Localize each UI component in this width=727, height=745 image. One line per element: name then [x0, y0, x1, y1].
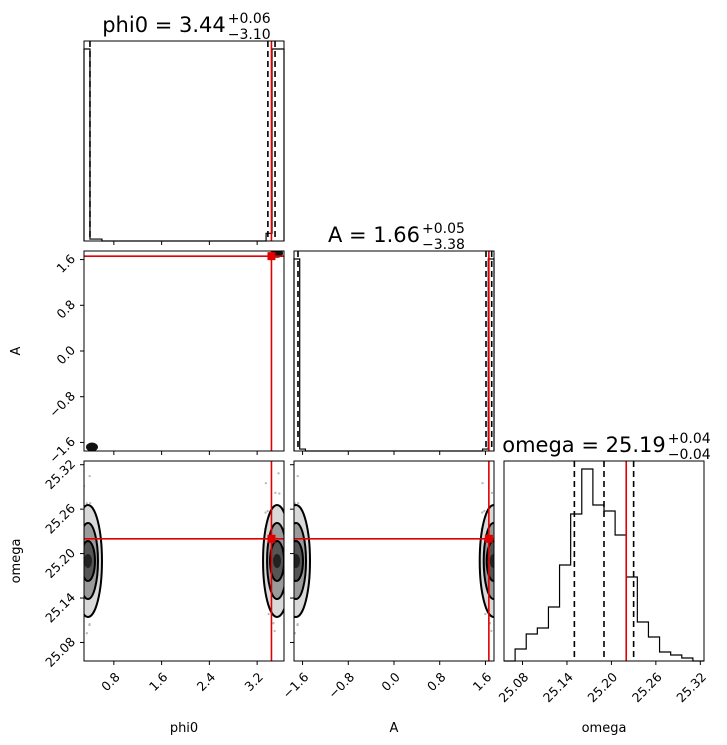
x-axis-label-A: A [390, 721, 399, 736]
x-tick-label-phi0-0: 0.8 [98, 669, 123, 694]
axes-frame-omega [503, 460, 705, 662]
histogram-step-A [293, 258, 495, 452]
y-tick-label-A-2: 0.0 [53, 342, 78, 367]
panel-title-text-A: A = 1.66 [328, 223, 420, 247]
y-tick-label-A-4: 1.6 [53, 251, 78, 276]
x-tick-label-A-2: 0.0 [378, 669, 403, 694]
x-tick-label-phi0-3: 3.2 [241, 669, 266, 694]
truth-marker-phi0-A [267, 252, 276, 261]
axes-frame-phi0 [83, 40, 285, 242]
x-tick-label-A-4: 1.6 [470, 669, 495, 694]
y-tick-label-A-3: 0.8 [53, 297, 78, 322]
histogram-panel-A [293, 250, 495, 452]
panel-title-phi0: phi0 = 3.44 +0.06−3.10 [102, 11, 271, 43]
x-tick-label-omega-2: 25.20 [584, 669, 620, 705]
y-axis-label-omega: omega [9, 539, 24, 584]
y-tick-label-omega-2: 25.20 [42, 545, 78, 581]
truth-marker-phi0-omega [267, 534, 276, 543]
x-tick-label-A-0: −1.6 [279, 669, 311, 701]
density-cluster-0 [85, 442, 98, 451]
panel-title-minus-omega: −0.04 [668, 447, 711, 463]
panel-title-plus-phi0: +0.06 [228, 11, 271, 27]
x-axis-label-omega: omega [582, 721, 627, 736]
panel-title-plus-omega: +0.04 [668, 431, 711, 447]
axes-frame-phi0-omega [83, 460, 285, 662]
panel-title-omega: omega = 25.19 +0.04−0.04 [502, 431, 710, 463]
truth-marker-A-omega [484, 534, 493, 543]
x-tick-label-omega-0: 25.08 [496, 669, 532, 705]
x-tick-label-phi0-2: 2.4 [194, 669, 219, 694]
panel-title-text-phi0: phi0 = 3.44 [102, 13, 226, 37]
density-contour-0 [294, 474, 311, 635]
histogram-panel-phi0 [83, 40, 285, 242]
x-tick-label-omega-1: 25.14 [540, 669, 576, 705]
x-tick-label-omega-4: 25.32 [673, 669, 709, 705]
x-tick-label-A-3: 0.8 [424, 669, 449, 694]
histogram-panel-omega [503, 460, 705, 662]
axes-frame-phi0-A [83, 250, 285, 452]
panel-title-minus-phi0: −3.10 [228, 27, 271, 43]
y-tick-label-A-1: −0.8 [46, 388, 78, 420]
x-tick-label-omega-3: 25.26 [629, 669, 665, 705]
scatter-panel-A-omega [293, 460, 495, 662]
axes-frame-A-omega [293, 460, 495, 662]
y-tick-label-omega-1: 25.14 [42, 590, 78, 626]
histogram-step-omega [504, 468, 704, 662]
panel-title-A: A = 1.66 +0.05−3.38 [328, 221, 465, 253]
panel-title-plus-A: +0.05 [422, 221, 465, 237]
x-tick-label-A-1: −0.8 [325, 669, 357, 701]
axes-frame-A [293, 250, 495, 452]
histogram-step-phi0 [83, 48, 285, 242]
panel-title-minus-A: −3.38 [422, 237, 465, 253]
scatter-panel-phi0-omega [83, 460, 285, 662]
y-axis-label-A: A [9, 346, 24, 355]
density-contour-1 [262, 472, 284, 633]
y-tick-label-omega-0: 25.08 [42, 634, 78, 670]
scatter-panel-phi0-A [83, 250, 285, 452]
x-tick-label-phi0-1: 1.6 [146, 669, 171, 694]
density-contour-0 [84, 474, 103, 635]
y-tick-label-omega-3: 25.26 [42, 501, 78, 537]
panel-title-text-omega: omega = 25.19 [502, 433, 666, 457]
x-axis-label-phi0: phi0 [170, 721, 198, 736]
